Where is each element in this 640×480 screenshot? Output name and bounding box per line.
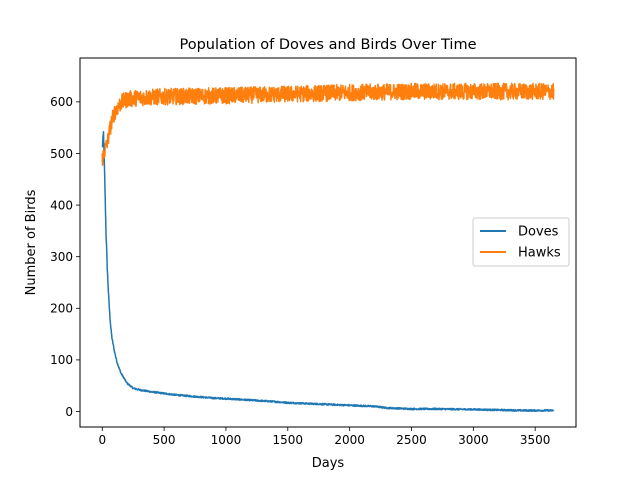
y-tick-label: 300 [50,250,73,264]
x-tick-label: 3000 [458,433,489,447]
series-line-doves [101,131,555,412]
legend-label-doves: Doves [518,225,559,240]
y-tick-label: 0 [65,405,73,419]
y-tick-label: 100 [50,353,73,367]
y-tick-label: 200 [50,302,73,316]
y-axis-label: Number of Birds [24,189,39,295]
y-tick-label: 500 [50,147,73,161]
y-axis: 0 100 200 300 400 500 600 [50,95,80,419]
x-tick-label: 500 [153,433,176,447]
y-tick-label: 600 [50,95,73,109]
series-layer [101,82,555,412]
series-line-hawks [101,82,555,167]
plot-frame [79,57,577,428]
x-tick-label: 2500 [396,433,427,447]
chart-title: Population of Doves and Birds Over Time [180,37,477,53]
y-tick-label: 400 [50,198,73,212]
x-tick-label: 1000 [211,433,242,447]
legend-label-hawks: Hawks [518,246,561,261]
x-tick-label: 2000 [334,433,365,447]
legend: Doves Hawks [472,217,570,267]
x-axis-label: Days [312,456,345,471]
x-tick-label: 0 [98,433,106,447]
x-axis: 0 500 1000 1500 2000 2500 3000 3500 [98,427,550,447]
x-tick-label: 3500 [520,433,551,447]
x-tick-label: 1500 [273,433,304,447]
